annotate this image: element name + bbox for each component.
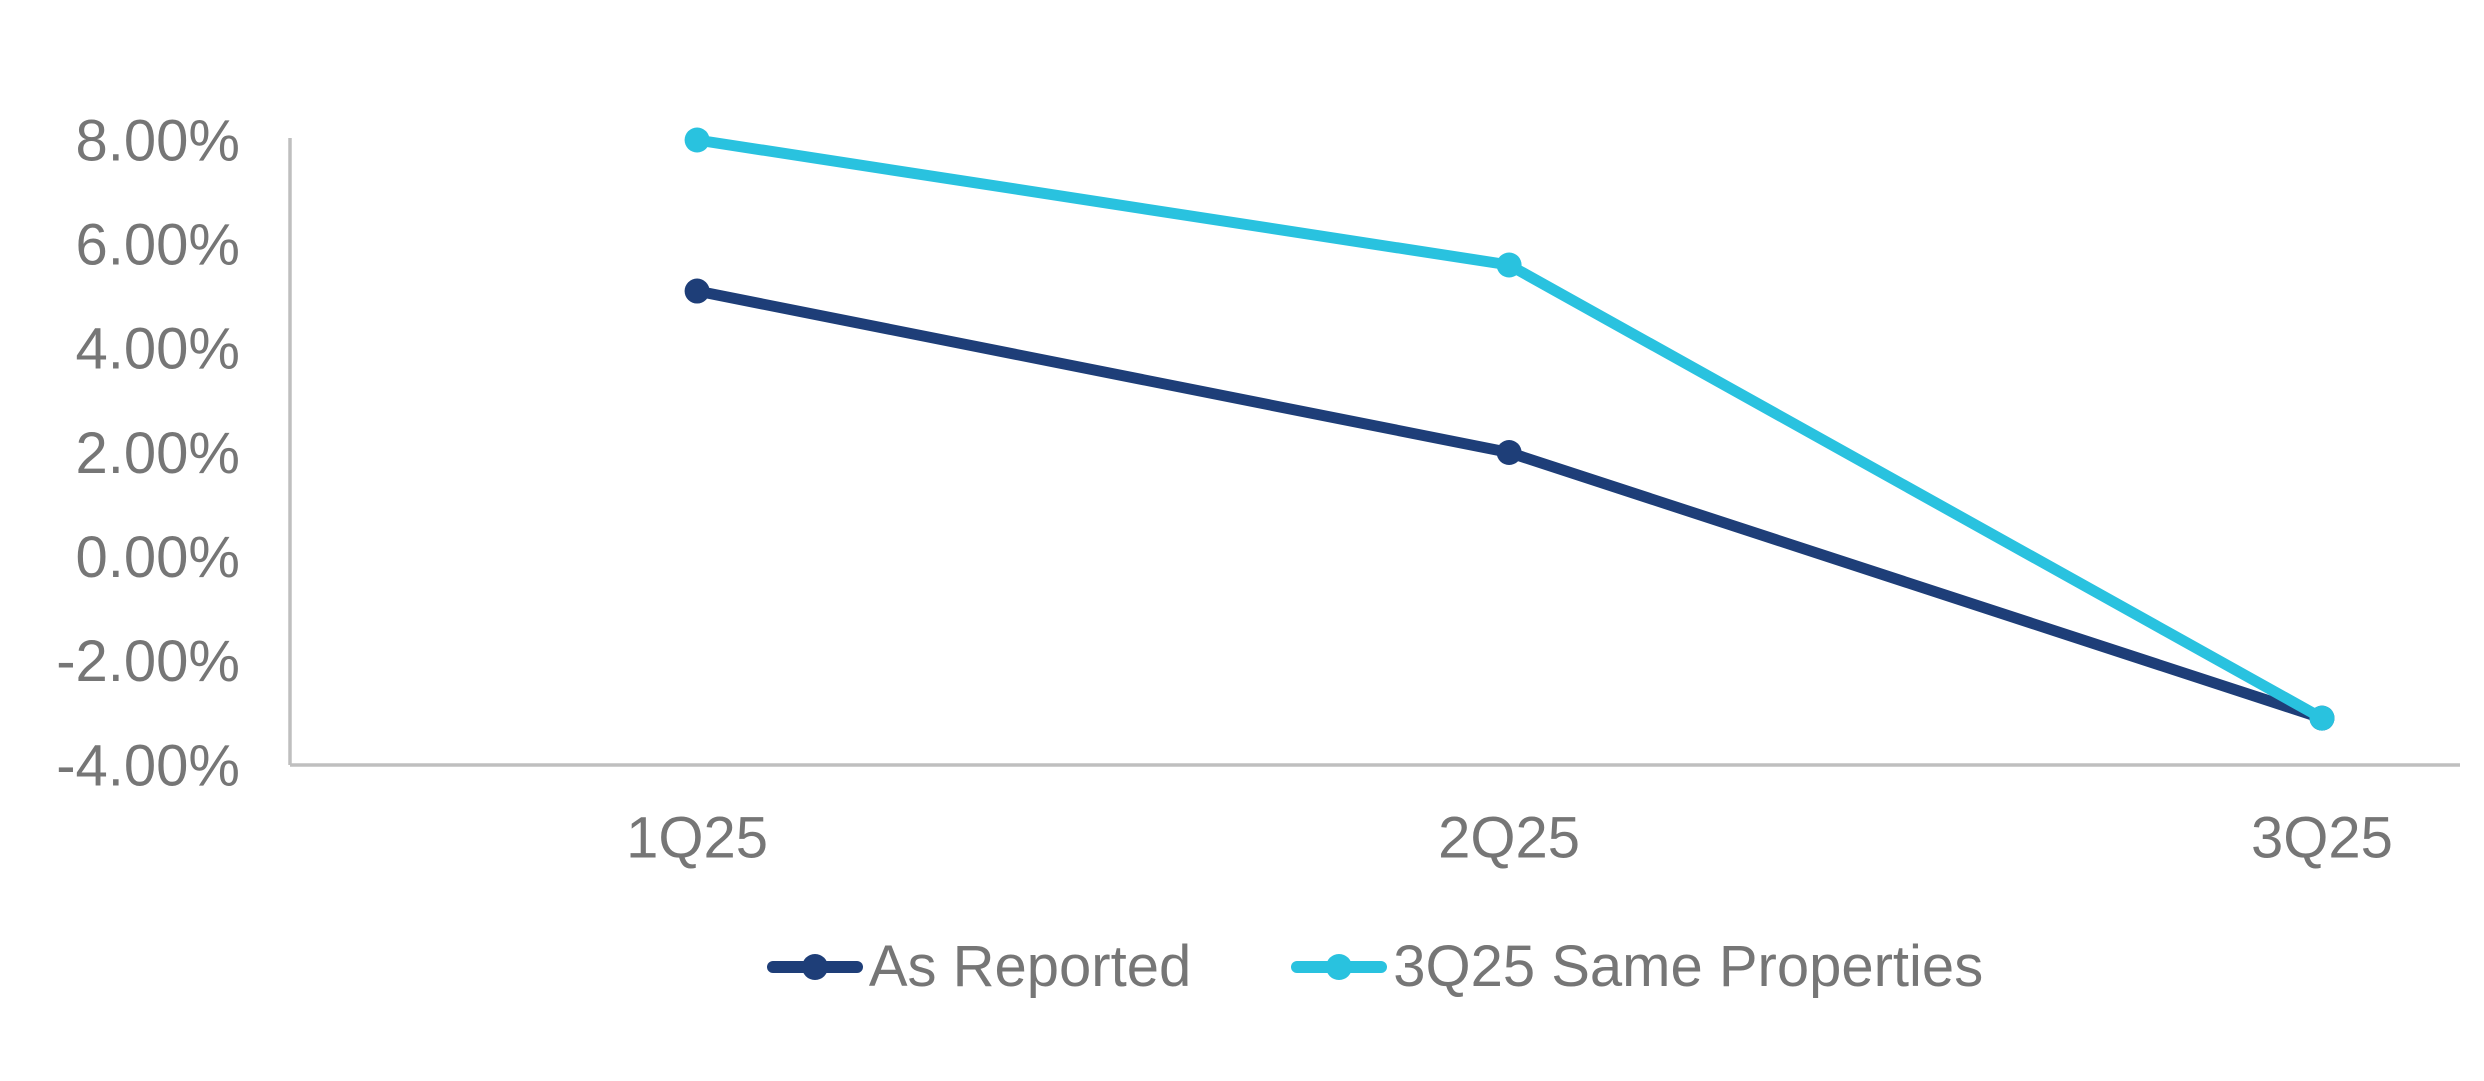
series-line-3q25-same-properties xyxy=(691,134,2328,724)
y-axis-tick-label: -2.00% xyxy=(56,629,240,694)
data-point-marker xyxy=(684,127,710,153)
data-point-marker xyxy=(684,278,710,304)
series-line-as-reported xyxy=(691,285,2328,724)
line-dot-marker-icon xyxy=(766,954,863,980)
x-axis-tick-label: 3Q25 xyxy=(2251,805,2393,870)
line-dot-marker-icon xyxy=(1291,954,1388,980)
series-3q25-same-properties xyxy=(684,127,2335,731)
legend: As Reported 3Q25 Same Properties xyxy=(290,932,2460,1002)
y-axis-tick-label: 2.00% xyxy=(76,421,240,486)
data-point-marker xyxy=(1496,440,1522,465)
data-point-marker xyxy=(1496,252,1522,278)
y-axis-tick-label: 4.00% xyxy=(76,317,240,382)
y-axis-tick-label: 8.00% xyxy=(76,108,240,173)
x-axis-tick-label: 1Q25 xyxy=(626,805,768,870)
series-as-reported xyxy=(684,278,2335,731)
data-point-marker xyxy=(2309,705,2335,731)
legend-label-as-reported: As Reported xyxy=(868,934,1192,999)
y-axis-tick-label: -4.00% xyxy=(56,733,240,798)
y-axis-tick-label: 0.00% xyxy=(76,525,240,590)
x-axis-tick-label: 2Q25 xyxy=(1438,805,1580,870)
legend-label-3q25-same-properties: 3Q25 Same Properties xyxy=(1393,934,1984,999)
legend-item-as-reported: As Reported xyxy=(766,934,1192,999)
y-axis-tick-label: 6.00% xyxy=(76,212,240,277)
legend-item-3q25-same-properties: 3Q25 Same Properties xyxy=(1291,938,1983,996)
